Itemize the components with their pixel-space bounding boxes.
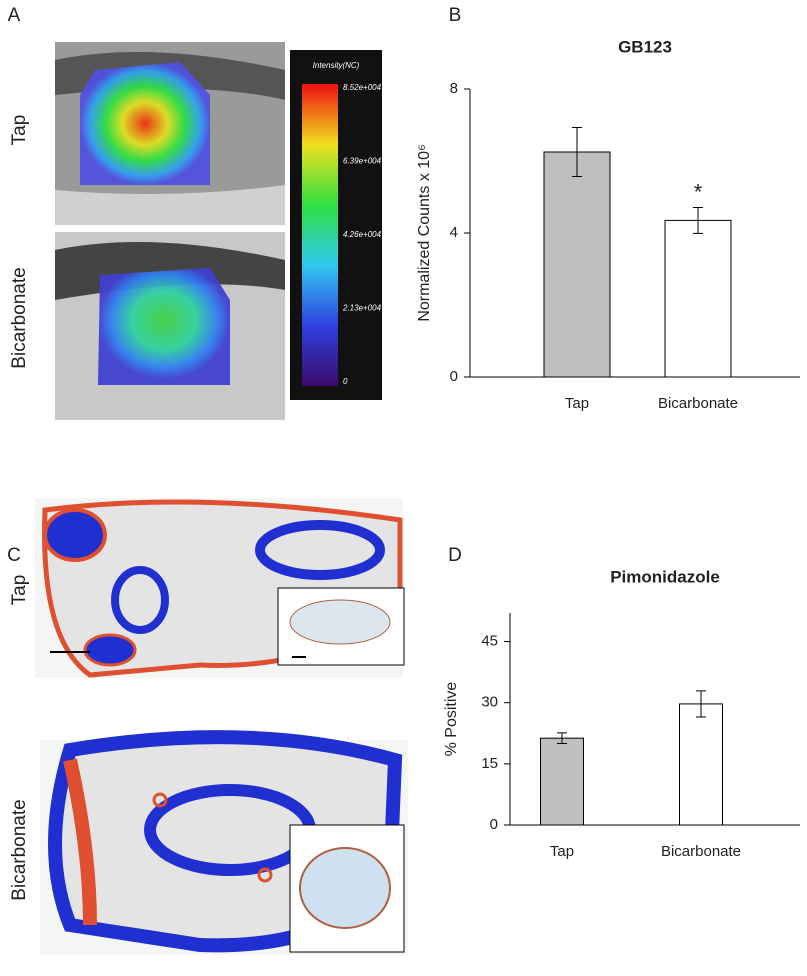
bar: [679, 703, 723, 826]
error-bar: [572, 127, 582, 177]
x-tick-label: Tap: [550, 843, 574, 860]
mri-images: [55, 42, 382, 420]
error-bar: [557, 732, 567, 744]
y-axis-label: Normalized Counts x 10⁶: [416, 144, 433, 321]
panel-letter: A: [8, 5, 21, 26]
colorbar-label: 2.13e+004: [342, 304, 382, 313]
y-tick-label: 4: [450, 224, 458, 241]
significance: *: [694, 179, 703, 204]
row-label: Tap: [9, 575, 30, 606]
colorbar-label: 4.26e+004: [343, 230, 382, 239]
x-tick-label: Tap: [565, 395, 589, 412]
panel-letter: D: [448, 545, 462, 566]
error-bar: [696, 690, 706, 718]
row-label: Tap: [9, 115, 30, 146]
y-tick-label: 0: [490, 816, 498, 833]
y-axis-label: % Positive: [443, 682, 460, 757]
colorbar-label: 0: [343, 377, 348, 386]
bar: [543, 151, 611, 378]
chart-title: GB123: [618, 37, 672, 56]
row-label: Bicarbonate: [9, 799, 30, 900]
x-tick-label: Bicarbonate: [658, 395, 738, 412]
y-tick-label: 30: [481, 694, 498, 711]
error-bar: [693, 206, 703, 234]
chart-title: Pimonidazole: [610, 567, 720, 586]
colorbar-label: 6.39e+004: [343, 157, 382, 166]
y-tick-label: 15: [481, 755, 498, 772]
colorbar-label: 8.52e+004: [343, 83, 382, 92]
panel-letter: B: [449, 5, 462, 26]
y-tick-label: 45: [481, 633, 498, 650]
y-tick-label: 8: [450, 80, 458, 97]
bar: [664, 219, 732, 378]
row-label: Bicarbonate: [9, 267, 30, 368]
bar: [540, 737, 584, 826]
histology-images: [35, 498, 408, 955]
colorbar-title: Intensity(NC): [313, 61, 360, 70]
y-tick-label: 0: [450, 368, 458, 385]
panel-letter: C: [7, 545, 21, 566]
x-tick-label: Bicarbonate: [661, 843, 741, 860]
